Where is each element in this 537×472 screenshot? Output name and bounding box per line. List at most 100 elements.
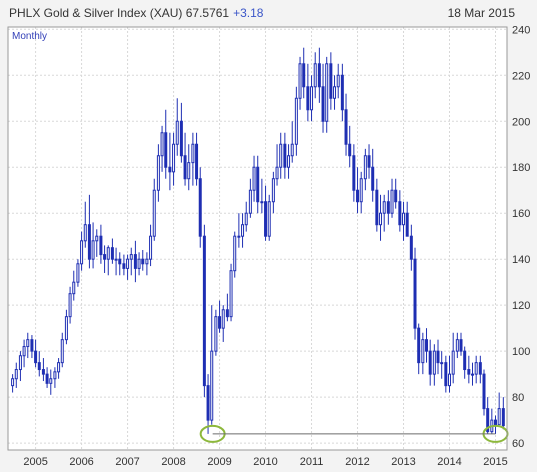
candle-body [248, 189, 252, 214]
candle-body [321, 86, 325, 122]
candle-body [191, 143, 195, 164]
candle-body [126, 258, 130, 269]
candle [359, 171, 363, 214]
candle-body [11, 378, 15, 387]
candle [302, 47, 306, 99]
candle [252, 155, 256, 202]
candle-body [175, 120, 179, 145]
candle [260, 178, 264, 214]
y-tick-label: 200 [512, 116, 530, 128]
candle [103, 245, 107, 273]
candle-body [106, 247, 110, 260]
candle [11, 374, 15, 393]
candle-body [290, 143, 294, 157]
candle-body [482, 373, 486, 410]
y-tick-label: 160 [512, 208, 530, 220]
candle [348, 125, 352, 168]
candle [198, 167, 202, 248]
candle [114, 247, 118, 276]
candle-body [310, 86, 314, 111]
candle-body [133, 254, 137, 269]
candle [57, 358, 61, 379]
candle-body [463, 350, 467, 371]
candle [34, 339, 38, 368]
candle [76, 259, 80, 287]
candle-body [409, 235, 413, 260]
candle-body [306, 86, 310, 111]
candle-body [198, 178, 202, 237]
candle-body [363, 155, 367, 180]
candle-body [471, 373, 475, 376]
candle [168, 132, 172, 191]
candle-body [313, 63, 317, 88]
candle-body [344, 109, 348, 145]
candle-body [455, 339, 459, 352]
candle [356, 167, 360, 214]
candle-body [501, 408, 505, 427]
x-tick-label: 2013 [391, 456, 415, 468]
candle-body [179, 120, 183, 157]
y-tick-label: 220 [512, 70, 530, 82]
candle [317, 47, 321, 103]
candle [256, 155, 260, 214]
x-tick-label: 2008 [161, 456, 185, 468]
candle-body [474, 362, 478, 375]
candle-body [379, 212, 383, 226]
candle-body [122, 263, 126, 269]
candle [221, 305, 225, 342]
y-tick-label: 60 [512, 438, 524, 450]
candle-body [26, 339, 30, 348]
candle [287, 144, 291, 179]
candle [175, 98, 179, 156]
candle [91, 222, 95, 269]
candle [298, 56, 302, 110]
candle [344, 93, 348, 156]
candle-body [229, 270, 233, 318]
candle [248, 178, 252, 218]
candle [375, 178, 379, 232]
candle [448, 355, 452, 393]
candle [164, 109, 168, 179]
period-label: Monthly [12, 31, 47, 42]
candle [214, 309, 218, 356]
candle-body [68, 293, 72, 318]
candle-body [444, 362, 448, 387]
candle-body [317, 63, 321, 88]
axes: 60 80 100 120 140 160 180 200 220 240 2005 2006 2007… [23, 24, 530, 468]
candle-body [402, 212, 406, 226]
candle [271, 171, 275, 214]
y-tick-label: 100 [512, 346, 530, 358]
candle [474, 355, 478, 384]
x-tick-label: 2014 [437, 456, 461, 468]
candle [421, 332, 425, 375]
plot-area [8, 27, 507, 450]
candle [229, 263, 233, 322]
candle [218, 300, 222, 333]
candle-body [252, 166, 256, 191]
candle [187, 144, 191, 191]
candle-body [421, 339, 425, 364]
candle-body [275, 166, 279, 180]
candle-body [375, 189, 379, 226]
y-tick-label: 240 [512, 24, 530, 36]
candle-body [244, 212, 248, 226]
chart-title-text: PHLX Gold & Silver Index (XAU) 67.5761 [9, 6, 230, 20]
candle-body [99, 235, 103, 256]
candle-body [260, 201, 264, 204]
y-tick-label: 140 [512, 254, 530, 266]
candle-body [187, 162, 191, 180]
candle [405, 201, 409, 237]
x-tick-label: 2010 [253, 456, 277, 468]
candle [72, 270, 76, 301]
plot-border [7, 26, 508, 451]
candle [478, 355, 482, 384]
x-tick-label: 2011 [300, 456, 324, 468]
candle [440, 351, 444, 379]
candle [179, 102, 183, 163]
x-tick-label: 2015 [483, 456, 507, 468]
candle-body [256, 166, 260, 203]
candle [126, 254, 130, 280]
candle-body [425, 339, 429, 352]
x-tick-label: 2007 [115, 456, 139, 468]
candle [129, 247, 133, 276]
